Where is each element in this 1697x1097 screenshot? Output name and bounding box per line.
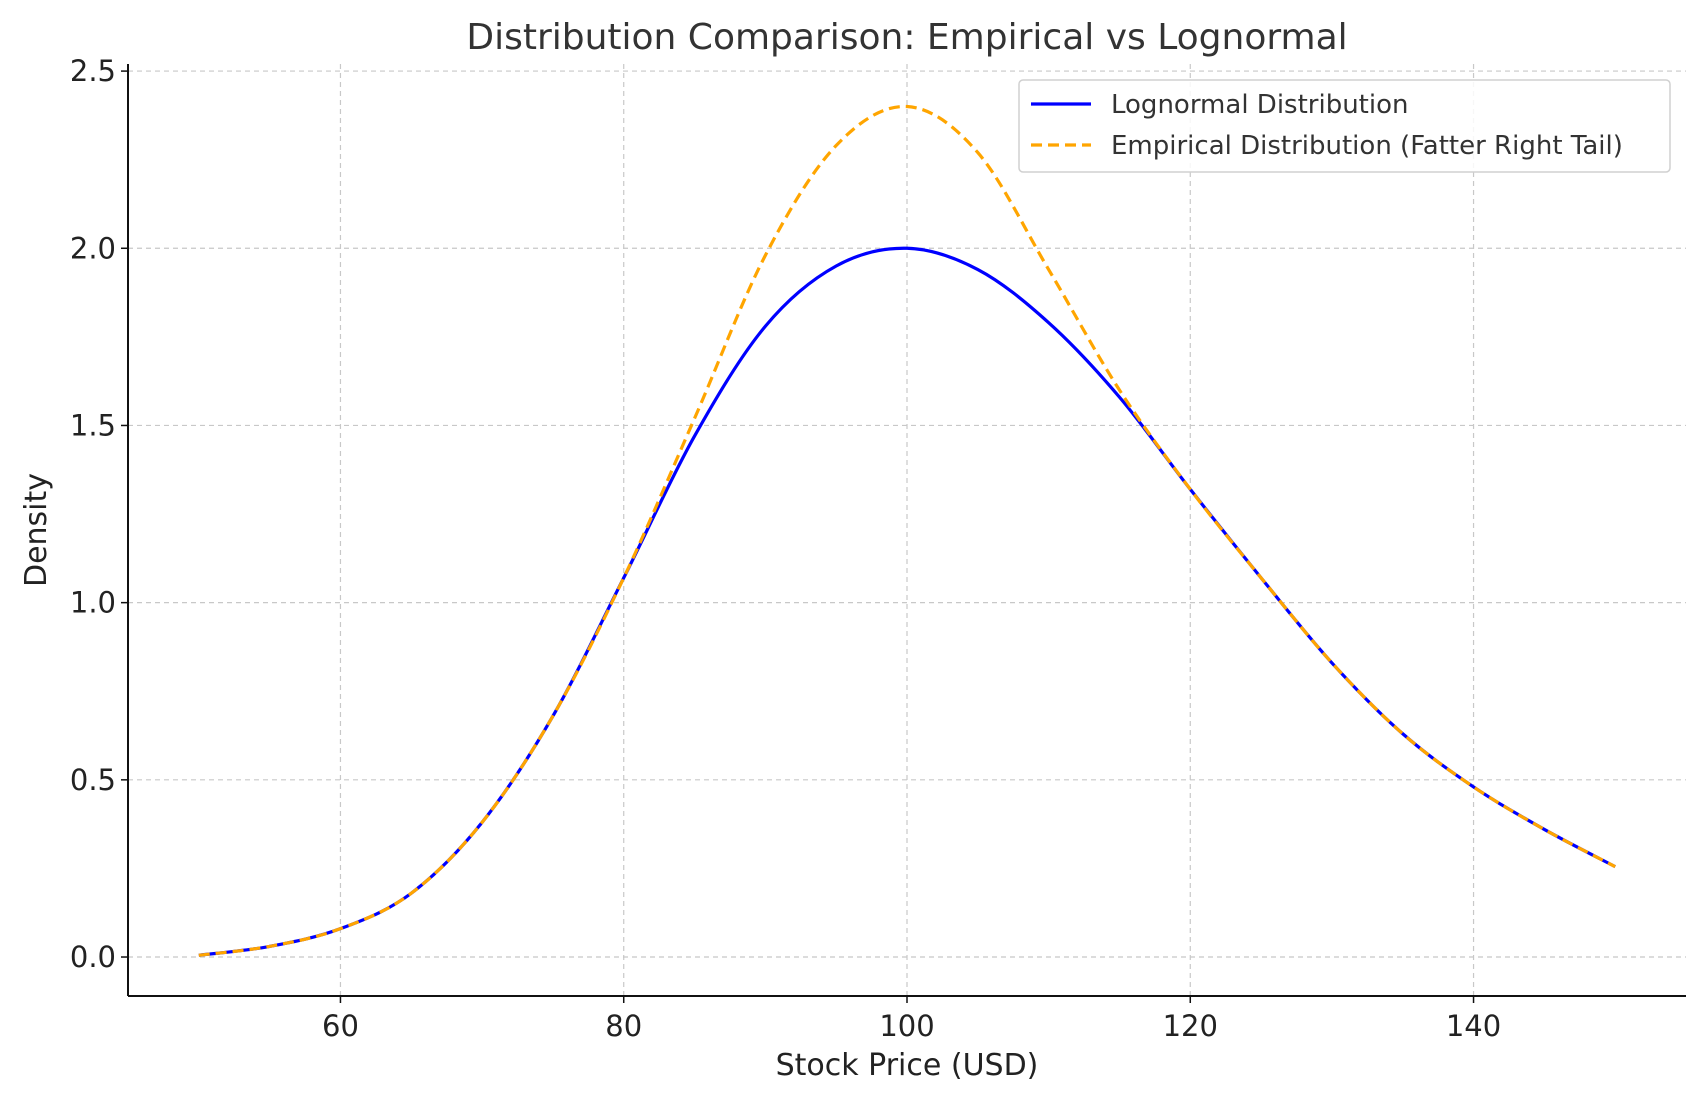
y-tick-label: 1.0 bbox=[70, 586, 116, 620]
x-tick-label: 100 bbox=[879, 1009, 934, 1043]
series-line-empirical bbox=[198, 104, 1616, 957]
legend-box bbox=[1018, 79, 1671, 173]
x-tick-label: 140 bbox=[1446, 1009, 1501, 1043]
legend-label-lognormal: Lognormal Distribution bbox=[1111, 90, 1409, 120]
series-layer bbox=[198, 104, 1616, 957]
y-tick-label: 1.5 bbox=[70, 408, 116, 442]
chart-title: Distribution Comparison: Empirical vs Lo… bbox=[466, 17, 1347, 58]
x-axis-label: Stock Price (USD) bbox=[776, 1048, 1039, 1083]
axes-layer: 60 80 100 120 140 0.0 0.5 1.0 1.5 2.0 2.5 bbox=[70, 54, 1686, 1043]
legend-label-empirical: Empirical Distribution (Fatter Right Tai… bbox=[1111, 131, 1623, 161]
y-tick-label: 2.5 bbox=[70, 54, 116, 88]
grid-layer bbox=[128, 64, 1686, 996]
x-tick-label: 120 bbox=[1163, 1009, 1218, 1043]
y-tick-label: 0.5 bbox=[70, 763, 116, 797]
y-tick-label: 2.0 bbox=[70, 231, 116, 265]
y-axis-label: Density bbox=[19, 473, 54, 587]
x-tick-label: 60 bbox=[322, 1009, 359, 1043]
x-tick-label: 80 bbox=[605, 1009, 642, 1043]
y-tick-label: 0.0 bbox=[70, 940, 116, 974]
legend: Lognormal Distribution Empirical Distribu… bbox=[1018, 79, 1671, 173]
